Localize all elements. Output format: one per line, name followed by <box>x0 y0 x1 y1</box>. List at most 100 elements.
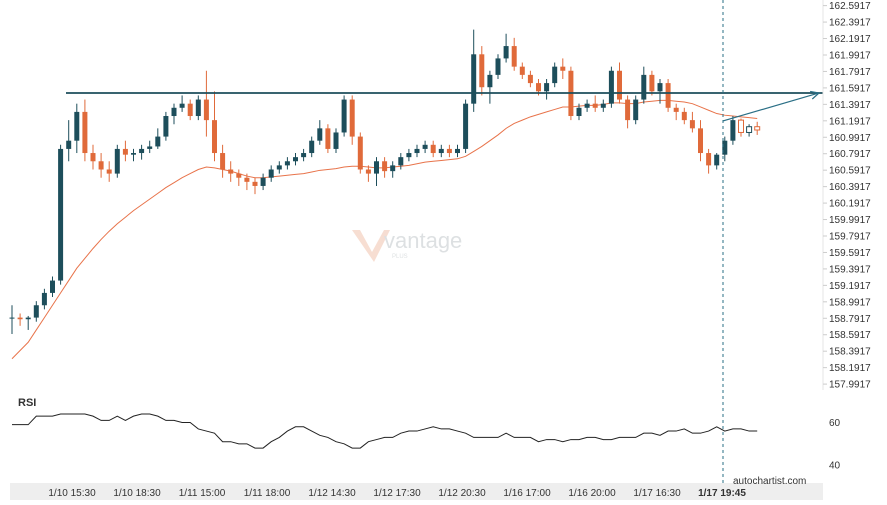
watermark: vantage PLUS <box>352 228 462 262</box>
candle-body <box>560 66 566 71</box>
candle-body <box>722 140 728 155</box>
candle-body <box>746 126 753 133</box>
price-axis-tick-label: 159.1917 <box>829 281 871 292</box>
candle <box>479 46 485 96</box>
candle-body <box>406 153 412 158</box>
candle-body <box>600 103 606 108</box>
candle <box>390 161 396 178</box>
price-axis-tick-label: 158.7917 <box>829 314 871 325</box>
price-axis-tick-label: 159.7917 <box>829 231 871 242</box>
candle <box>430 140 436 158</box>
candle <box>471 29 477 112</box>
candle-body <box>511 46 517 67</box>
time-axis-tick-label: 1/16 20:00 <box>568 488 616 499</box>
candle <box>90 144 96 170</box>
price-axis-tick-label: 160.7917 <box>829 149 871 160</box>
candle <box>341 95 347 137</box>
price-axis-tick-label: 158.3917 <box>829 347 871 358</box>
price-axis-tick-label: 160.1917 <box>829 199 871 210</box>
candle <box>560 58 566 79</box>
price-axis-tick-label: 161.5917 <box>829 83 871 94</box>
price-axis-tick-label: 159.3917 <box>829 264 871 275</box>
candle <box>730 116 736 145</box>
price-axis-tick-label: 162.1917 <box>829 34 871 45</box>
candle <box>406 148 412 162</box>
candle <box>244 173 250 191</box>
price-axis-tick-label: 160.5917 <box>829 166 871 177</box>
candle-body <box>252 181 258 186</box>
candle-body <box>730 120 736 141</box>
candle-body <box>179 103 185 108</box>
candle-body <box>114 148 120 174</box>
price-axis-tick-label: 161.7917 <box>829 67 871 78</box>
candle <box>131 148 136 162</box>
candle-body <box>438 148 444 154</box>
candle <box>754 121 761 135</box>
candle-body <box>584 103 590 108</box>
price-axis-tick-label: 158.1917 <box>829 363 871 374</box>
price-axis: 162.5917 162.3917 162.1917 161.9917 161.7917… <box>823 1 871 391</box>
projection-line <box>722 92 820 122</box>
price-axis-tick-label: 160.3917 <box>829 182 871 193</box>
candle <box>301 148 307 162</box>
candle-body <box>714 154 720 166</box>
candle-body <box>58 148 64 281</box>
candle-body <box>139 148 145 154</box>
candle <box>463 99 469 154</box>
candle <box>139 144 145 160</box>
candle-body <box>382 161 388 172</box>
candle-body <box>527 74 533 84</box>
candle <box>495 54 501 79</box>
candle-body <box>74 111 80 141</box>
candle <box>179 95 185 112</box>
candle <box>212 91 217 162</box>
candle-body <box>503 46 509 59</box>
candle <box>527 70 533 88</box>
candle <box>738 118 744 137</box>
candle-body <box>90 153 96 162</box>
candle-body <box>25 317 31 320</box>
candle <box>382 157 388 178</box>
candle <box>357 132 363 174</box>
candle-body <box>706 153 712 166</box>
candle-body <box>608 70 614 104</box>
price-axis-tick-label: 162.5917 <box>829 1 871 12</box>
candle <box>317 120 323 145</box>
candle <box>722 136 728 162</box>
candle-body <box>641 74 647 100</box>
candle <box>333 128 339 154</box>
price-axis-tick-label: 157.9917 <box>829 380 871 391</box>
candle-body <box>82 111 88 154</box>
candle-body <box>398 157 404 166</box>
candle-body <box>155 136 161 147</box>
candle-body <box>471 54 477 104</box>
candle <box>592 95 598 112</box>
rsi-panel <box>12 413 758 449</box>
time-axis-tick-label: 1/10 15:30 <box>48 488 96 499</box>
candle <box>325 124 331 154</box>
time-axis-tick-label: 1/17 19:45 <box>698 488 746 499</box>
candle <box>600 99 606 112</box>
time-axis-tick-label: 1/12 17:30 <box>373 488 421 499</box>
candle-body <box>293 157 298 162</box>
candle-body <box>260 177 266 186</box>
candle-body <box>195 99 201 117</box>
candle-body <box>657 83 663 92</box>
candle-body <box>187 103 193 117</box>
candle <box>187 99 193 121</box>
candle <box>608 66 614 108</box>
footer-bar <box>10 483 823 500</box>
candle-body <box>633 99 639 121</box>
candle <box>576 103 582 121</box>
time-axis-tick-label: 1/12 20:30 <box>438 488 486 499</box>
candle-body <box>430 144 436 154</box>
candle-body <box>455 148 460 154</box>
candle-body <box>390 165 396 172</box>
rsi-label: RSI <box>18 397 36 409</box>
candle <box>25 315 31 330</box>
candle <box>17 313 23 326</box>
candle <box>584 99 590 112</box>
candle-body <box>244 177 250 182</box>
candle-body <box>689 120 695 129</box>
candle-body <box>106 169 112 174</box>
